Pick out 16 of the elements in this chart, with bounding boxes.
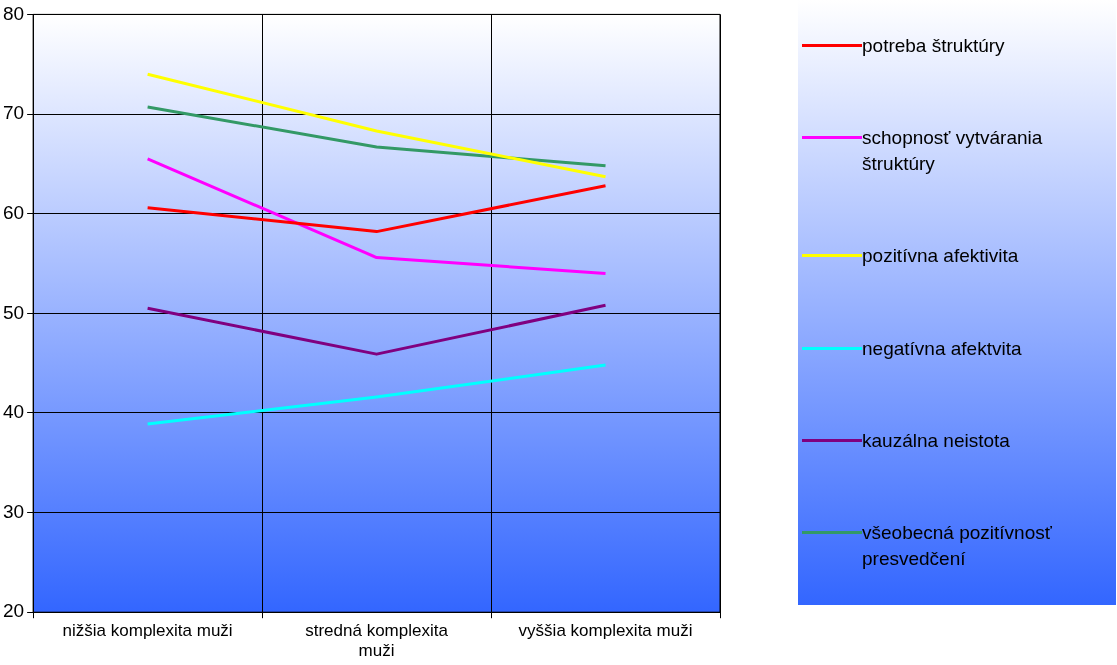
- y-tick-label: 70: [2, 102, 25, 124]
- legend-label: potreba štruktúry: [862, 34, 1005, 59]
- y-tick-label: 80: [2, 2, 25, 24]
- y-tick-label: 50: [2, 301, 25, 323]
- x-tick-label: stredná komplexita muži: [305, 621, 449, 661]
- legend-label: kauzálna neistota: [862, 428, 1010, 453]
- x-tick-label: nižšia komplexita muži: [62, 621, 233, 641]
- legend-label: všeobecná pozitívnosť presvedčení: [862, 520, 1053, 571]
- y-tick-label: 20: [2, 600, 25, 622]
- legend-label: pozitívna afektivita: [862, 244, 1019, 269]
- y-tick-label: 30: [2, 500, 25, 522]
- x-tick-label: vyššia komplexita muži: [518, 621, 693, 641]
- legend-label: schopnosť vytvárania štruktúry: [862, 126, 1044, 177]
- legend-label: negatívna afektvita: [862, 336, 1022, 361]
- y-tick-label: 40: [2, 401, 25, 423]
- y-tick-label: 60: [2, 201, 25, 223]
